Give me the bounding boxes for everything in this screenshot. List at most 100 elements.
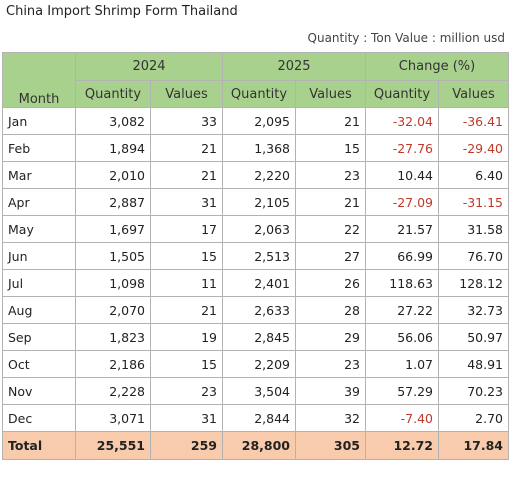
total-quantity-2025: 28,800 [222,431,296,460]
quantity-2025-cell: 2,844 [222,404,296,432]
values-2025-cell: 32 [295,404,366,432]
values-2025-header: Values [295,80,366,108]
quantity-2024-cell: 1,505 [75,242,151,270]
values-2025-cell: 23 [295,350,366,378]
total-values-2025: 305 [295,431,366,460]
quantity-2025-cell: 3,504 [222,377,296,405]
values-change-cell: 48.91 [438,350,509,378]
year-2025-header: 2025 [222,52,366,81]
values-change-cell: 6.40 [438,161,509,189]
quantity-2024-cell: 2,070 [75,296,151,324]
month-cell: Oct [2,350,76,378]
values-2024-cell: 17 [150,215,223,243]
table-row: Dec 3,071 31 2,844 32 -7.40 2.70 [2,404,509,432]
values-2025-cell: 28 [295,296,366,324]
table-row: Mar 2,010 21 2,220 23 10.44 6.40 [2,161,509,189]
quantity-change-cell: 27.22 [365,296,439,324]
values-2025-cell: 29 [295,323,366,351]
quantity-change-cell: 21.57 [365,215,439,243]
total-quantity-change: 12.72 [365,431,439,460]
values-2024-cell: 21 [150,296,223,324]
values-2025-cell: 27 [295,242,366,270]
quantity-2025-cell: 2,401 [222,269,296,297]
quantity-2024-cell: 1,697 [75,215,151,243]
values-2025-cell: 21 [295,107,366,135]
quantity-2024-cell: 2,228 [75,377,151,405]
month-cell: Mar [2,161,76,189]
quantity-2025-cell: 2,063 [222,215,296,243]
quantity-2025-cell: 2,845 [222,323,296,351]
values-2024-cell: 23 [150,377,223,405]
table-row: Apr 2,887 31 2,105 21 -27.09 -31.15 [2,188,509,216]
quantity-2024-cell: 3,071 [75,404,151,432]
table-row: Aug 2,070 21 2,633 28 27.22 32.73 [2,296,509,324]
quantity-2024-cell: 2,887 [75,188,151,216]
table-row: May 1,697 17 2,063 22 21.57 31.58 [2,215,509,243]
quantity-2025-cell: 2,095 [222,107,296,135]
values-change-cell: 32.73 [438,296,509,324]
quantity-2025-cell: 2,513 [222,242,296,270]
total-values-change: 17.84 [438,431,509,460]
quantity-change-cell: 118.63 [365,269,439,297]
quantity-change-cell: 57.29 [365,377,439,405]
total-quantity-2024: 25,551 [75,431,151,460]
quantity-2024-cell: 1,823 [75,323,151,351]
values-2024-cell: 31 [150,188,223,216]
total-row: Total 25,551 259 28,800 305 12.72 17.84 [2,431,509,460]
month-cell: Nov [2,377,76,405]
table-row: Feb 1,894 21 1,368 15 -27.76 -29.40 [2,134,509,162]
values-change-cell: 2.70 [438,404,509,432]
values-2024-cell: 19 [150,323,223,351]
month-cell: Jul [2,269,76,297]
quantity-change-cell: -27.76 [365,134,439,162]
unit-note: Quantity : Ton Value : million usd [307,31,505,45]
change-header: Change (%) [365,52,509,81]
month-cell: Apr [2,188,76,216]
total-values-2024: 259 [150,431,223,460]
values-2025-cell: 15 [295,134,366,162]
values-2025-cell: 21 [295,188,366,216]
values-2024-cell: 21 [150,134,223,162]
quantity-change-cell: 10.44 [365,161,439,189]
quantity-change-cell: -32.04 [365,107,439,135]
quantity-2025-cell: 2,105 [222,188,296,216]
quantity-2025-header: Quantity [222,80,296,108]
year-2024-header: 2024 [75,52,223,81]
values-2024-cell: 21 [150,161,223,189]
values-change-cell: -29.40 [438,134,509,162]
quantity-2025-cell: 2,209 [222,350,296,378]
values-change-cell: 70.23 [438,377,509,405]
table-row: Jul 1,098 11 2,401 26 118.63 128.12 [2,269,509,297]
quantity-change-cell: -27.09 [365,188,439,216]
values-change-cell: 31.58 [438,215,509,243]
values-2025-cell: 22 [295,215,366,243]
quantity-2024-cell: 2,010 [75,161,151,189]
values-2024-header: Values [150,80,223,108]
table-row: Jun 1,505 15 2,513 27 66.99 76.70 [2,242,509,270]
quantity-change-cell: 66.99 [365,242,439,270]
values-2025-cell: 26 [295,269,366,297]
quantity-2025-cell: 2,633 [222,296,296,324]
quantity-2024-cell: 1,894 [75,134,151,162]
month-cell: Feb [2,134,76,162]
month-cell: Jan [2,107,76,135]
values-change-cell: 50.97 [438,323,509,351]
values-2024-cell: 15 [150,242,223,270]
quantity-2024-header: Quantity [75,80,151,108]
table-row: Jan 3,082 33 2,095 21 -32.04 -36.41 [2,107,509,135]
month-cell: May [2,215,76,243]
month-cell: Sep [2,323,76,351]
import-table: Month 2024 2025 Change (%) Quantity Valu… [2,52,509,460]
values-2024-cell: 33 [150,107,223,135]
quantity-change-cell: -7.40 [365,404,439,432]
values-2024-cell: 15 [150,350,223,378]
quantity-2024-cell: 1,098 [75,269,151,297]
total-label: Total [2,431,76,460]
values-2024-cell: 31 [150,404,223,432]
quantity-2024-cell: 3,082 [75,107,151,135]
quantity-2025-cell: 2,220 [222,161,296,189]
quantity-2024-cell: 2,186 [75,350,151,378]
table-row: Oct 2,186 15 2,209 23 1.07 48.91 [2,350,509,378]
month-cell: Dec [2,404,76,432]
table-row: Sep 1,823 19 2,845 29 56.06 50.97 [2,323,509,351]
